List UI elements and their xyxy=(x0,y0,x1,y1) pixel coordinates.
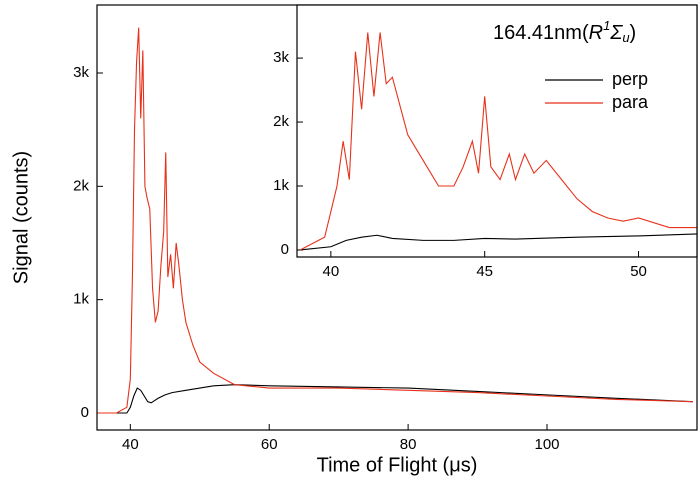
title-part: R xyxy=(589,22,603,44)
title-part: 1 xyxy=(603,18,610,33)
x-tick-label: 80 xyxy=(400,436,417,453)
plot-frame xyxy=(296,4,698,258)
title-part: Σ xyxy=(609,22,623,44)
x-tick-label: 40 xyxy=(323,263,340,280)
x-axis-title: Time of Flight (μs) xyxy=(317,454,478,476)
y-tick-label: 3k xyxy=(273,49,289,66)
y-tick-label: 0 xyxy=(281,241,289,258)
title-part: u xyxy=(622,30,629,45)
series-line xyxy=(97,27,693,414)
x-tick-label: 100 xyxy=(534,436,559,453)
y-tick-label: 0 xyxy=(81,404,89,421)
x-tick-label: 40 xyxy=(122,436,139,453)
y-tick-label: 1k xyxy=(273,177,289,194)
y-tick-label: 2k xyxy=(273,113,289,130)
title-part: ) xyxy=(630,22,637,44)
x-tick-label: 60 xyxy=(261,436,278,453)
title-part: 164.41nm( xyxy=(493,22,589,44)
x-tick-label: 50 xyxy=(630,263,647,280)
inset-background xyxy=(297,5,697,257)
series-line xyxy=(300,233,697,251)
series-line xyxy=(299,32,697,251)
y-axis-title: Signal (counts) xyxy=(10,151,32,284)
y-tick-label: 3k xyxy=(73,64,89,81)
x-tick-label: 45 xyxy=(476,263,493,280)
y-tick-label: 2k xyxy=(73,177,89,194)
y-tick-label: 1k xyxy=(73,291,89,308)
series-line xyxy=(97,384,693,414)
inset-title: 164.41nm(R1Σu) xyxy=(493,18,636,45)
legend-label: para xyxy=(612,92,649,112)
legend-label: perp xyxy=(612,69,648,89)
